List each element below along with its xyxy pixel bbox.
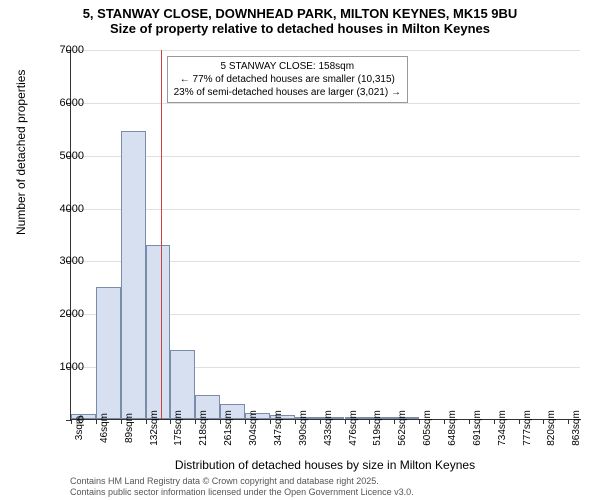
xtick-label: 304sqm (248, 410, 259, 446)
xtick-label: 863sqm (571, 410, 582, 446)
xtick-mark (519, 419, 520, 424)
xtick-mark (543, 419, 544, 424)
annotation-box: 5 STANWAY CLOSE: 158sqm← 77% of detached… (167, 56, 408, 103)
ytick-label: 6000 (34, 97, 84, 109)
xtick-mark (345, 419, 346, 424)
xtick-mark (170, 419, 171, 424)
xtick-mark (146, 419, 147, 424)
x-axis-label: Distribution of detached houses by size … (70, 458, 580, 472)
xtick-mark (494, 419, 495, 424)
footer-line2: Contains public sector information licen… (70, 487, 414, 498)
chart-title-block: 5, STANWAY CLOSE, DOWNHEAD PARK, MILTON … (0, 0, 600, 40)
xtick-label: 261sqm (223, 410, 234, 446)
xtick-mark (295, 419, 296, 424)
xtick-mark (320, 419, 321, 424)
xtick-mark (220, 419, 221, 424)
xtick-label: 3sqm (74, 416, 85, 440)
gridline (71, 209, 580, 210)
xtick-mark (270, 419, 271, 424)
xtick-label: 46sqm (99, 413, 110, 443)
xtick-label: 390sqm (298, 410, 309, 446)
annotation-line1: 5 STANWAY CLOSE: 158sqm (174, 60, 401, 73)
footer-attribution: Contains HM Land Registry data © Crown c… (70, 476, 414, 498)
chart-title-line1: 5, STANWAY CLOSE, DOWNHEAD PARK, MILTON … (10, 6, 590, 21)
xtick-label: 648sqm (447, 410, 458, 446)
xtick-label: 777sqm (522, 410, 533, 446)
histogram-bar (170, 350, 195, 419)
histogram-bar (121, 131, 146, 419)
marker-line (161, 50, 162, 419)
histogram-bar (96, 287, 121, 419)
xtick-label: 562sqm (397, 410, 408, 446)
xtick-label: 519sqm (372, 410, 383, 446)
xtick-label: 218sqm (198, 410, 209, 446)
ytick-label: 5000 (34, 150, 84, 162)
xtick-mark (245, 419, 246, 424)
xtick-mark (568, 419, 569, 424)
annotation-line2: ← 77% of detached houses are smaller (10… (174, 73, 401, 86)
footer-line1: Contains HM Land Registry data © Crown c… (70, 476, 414, 487)
xtick-label: 433sqm (323, 410, 334, 446)
ytick-label: 7000 (34, 44, 84, 56)
xtick-label: 605sqm (422, 410, 433, 446)
xtick-label: 89sqm (124, 413, 135, 443)
y-axis-label: Number of detached properties (14, 70, 28, 235)
ytick-label: 2000 (34, 308, 84, 320)
histogram-bar (146, 245, 171, 419)
plot-inner: 5 STANWAY CLOSE: 158sqm← 77% of detached… (70, 50, 580, 420)
xtick-mark (121, 419, 122, 424)
gridline (71, 156, 580, 157)
gridline (71, 50, 580, 51)
xtick-mark (369, 419, 370, 424)
xtick-label: 132sqm (149, 410, 160, 446)
annotation-line3: 23% of semi-detached houses are larger (… (174, 86, 401, 99)
ytick-label: 3000 (34, 255, 84, 267)
xtick-mark (96, 419, 97, 424)
xtick-label: 175sqm (173, 410, 184, 446)
xtick-label: 820sqm (546, 410, 557, 446)
xtick-mark (394, 419, 395, 424)
ytick-label: 1000 (34, 361, 84, 373)
chart-title-line2: Size of property relative to detached ho… (10, 21, 590, 36)
xtick-mark (444, 419, 445, 424)
xtick-mark (469, 419, 470, 424)
histogram-chart: 5, STANWAY CLOSE, DOWNHEAD PARK, MILTON … (0, 0, 600, 500)
xtick-label: 347sqm (273, 410, 284, 446)
ytick-label: 4000 (34, 203, 84, 215)
xtick-label: 734sqm (497, 410, 508, 446)
xtick-mark (419, 419, 420, 424)
xtick-label: 476sqm (348, 410, 359, 446)
xtick-label: 691sqm (472, 410, 483, 446)
xtick-mark (195, 419, 196, 424)
plot-area: 5 STANWAY CLOSE: 158sqm← 77% of detached… (70, 50, 580, 420)
